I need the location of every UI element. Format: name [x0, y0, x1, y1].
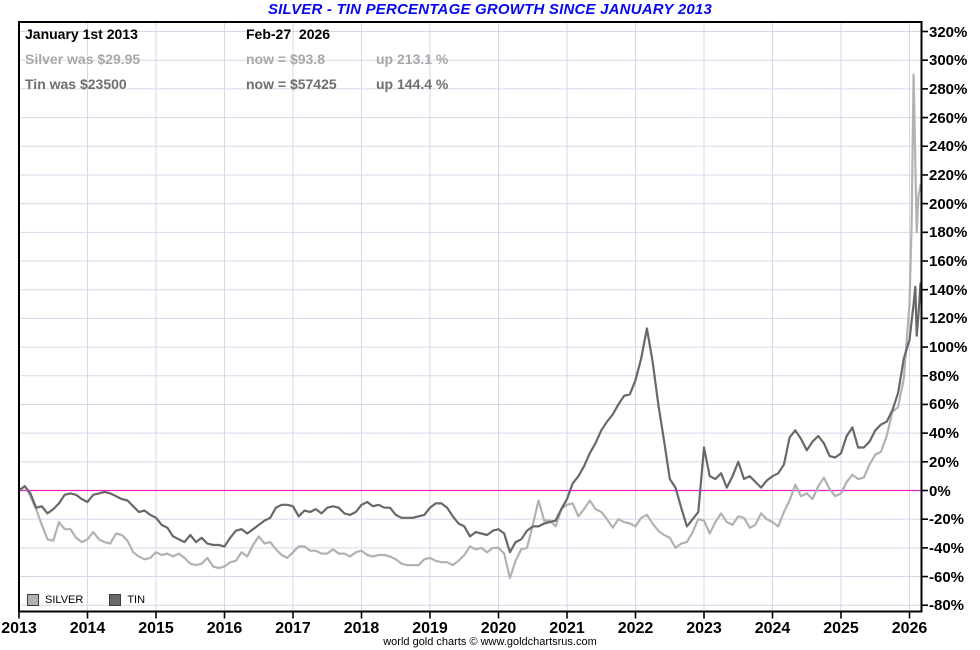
annotation-end-date: Feb-27 2026: [246, 26, 331, 42]
y-axis-tick-label: 100%: [929, 339, 968, 357]
tin-swatch-icon: [109, 594, 122, 606]
legend-label-tin: TIN: [127, 594, 146, 606]
x-axis-tick-label: 2013: [1, 620, 37, 637]
x-axis-tick-label: 2022: [617, 620, 654, 637]
y-axis-tick-label: 60%: [929, 396, 960, 414]
annotation-silver-change: up 213.1 %: [376, 51, 449, 67]
x-axis-tick-label: 2014: [69, 620, 106, 637]
legend-label-silver: SILVER: [45, 594, 84, 606]
y-axis-tick-label: -60%: [929, 568, 965, 586]
y-axis-tick-label: 120%: [929, 310, 968, 328]
legend-item-silver: SILVER: [27, 594, 83, 606]
y-axis-tick-label: 180%: [929, 224, 968, 242]
x-axis-tick-label: 2021: [549, 620, 585, 637]
y-axis-tick-label: 200%: [929, 195, 968, 213]
x-axis-tick-label: 2018: [343, 620, 380, 637]
annotation-tin-change: up 144.4 %: [376, 76, 449, 92]
x-axis-tick-label: 2017: [275, 620, 311, 637]
x-axis-tick-label: 2026: [891, 620, 928, 637]
y-axis-tick-label: 20%: [929, 453, 960, 471]
y-axis-tick-label: 300%: [929, 52, 968, 70]
x-axis-tick-label: 2024: [754, 620, 791, 637]
x-axis-tick-label: 2025: [823, 620, 859, 637]
x-axis-tick-label: 2020: [480, 620, 517, 637]
y-axis-tick-label: 260%: [929, 109, 968, 127]
y-axis-tick-label: 220%: [929, 166, 968, 184]
x-axis-tick-label: 2015: [138, 620, 174, 637]
y-axis-tick-label: 40%: [929, 425, 960, 443]
annotation-start-date: January 1st 2013: [25, 26, 138, 42]
silver-swatch-icon: [27, 594, 39, 606]
legend-item-tin: TIN: [109, 594, 145, 606]
y-axis-tick-label: 240%: [929, 138, 968, 156]
y-axis-tick-label: -40%: [929, 539, 965, 557]
legend: SILVER TIN: [27, 594, 171, 606]
x-axis-tick-label: 2016: [206, 620, 243, 637]
y-axis-tick-label: 80%: [929, 367, 960, 385]
chart-title: SILVER - TIN PERCENTAGE GROWTH SINCE JAN…: [267, 1, 713, 18]
x-axis-tick-label: 2023: [686, 620, 722, 637]
y-axis-tick-label: 0%: [929, 482, 951, 500]
x-axis-tick-label: 2019: [412, 620, 448, 637]
y-axis-tick-label: 280%: [929, 80, 968, 98]
y-axis-tick-label: 320%: [929, 23, 968, 41]
annotation-silver-was: Silver was $29.95: [25, 51, 141, 67]
annotation-silver-now: now = $93.8: [246, 51, 325, 67]
credit-line: world gold charts © www.goldchartsrus.co…: [383, 636, 597, 648]
y-axis-tick-label: 140%: [929, 281, 968, 299]
annotation-tin-was: Tin was $23500: [25, 76, 127, 92]
annotation-tin-now: now = $57425: [246, 76, 337, 92]
y-axis-tick-label: -80%: [929, 597, 965, 615]
y-axis-tick-label: 160%: [929, 253, 968, 270]
y-axis-tick-label: -20%: [929, 511, 965, 529]
